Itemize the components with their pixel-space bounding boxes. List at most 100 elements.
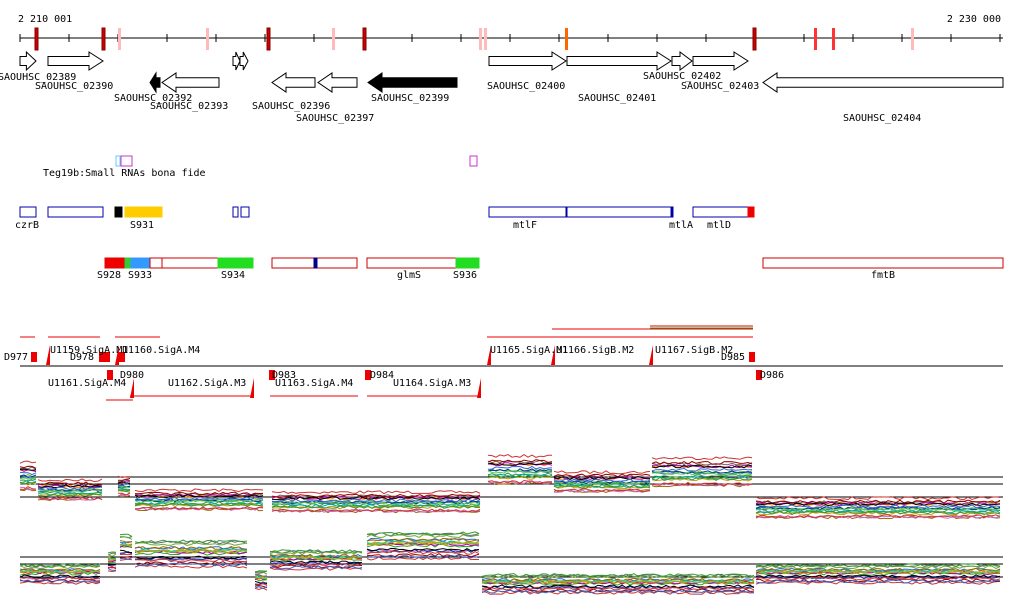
gene-arrow [161, 72, 220, 93]
gene-label: SAOUHSC_02392 [114, 93, 192, 104]
feature [114, 206, 123, 218]
gene-label: SAOUHSC_02389 [0, 72, 76, 83]
track-label: Teg19b:Small RNAs bona fide [43, 168, 206, 179]
promoter-marker [119, 352, 125, 362]
ruler-marker [362, 27, 367, 51]
feature [19, 206, 37, 218]
gene-arrow [47, 51, 104, 71]
promoter-marker [115, 345, 119, 365]
gene-label: SAOUHSC_02393 [150, 101, 228, 112]
promoter-marker [104, 352, 110, 362]
expression-trace [19, 465, 1001, 509]
promoter-label: D983 [272, 370, 296, 381]
promoter-label: U1160.SigA.M4 [122, 345, 200, 356]
expression-trace [19, 547, 1001, 589]
promoter-label: U1159.SigA.M1 [50, 345, 128, 356]
promoter-label: D980 [120, 370, 144, 381]
gene-label: SAOUHSC_02404 [843, 113, 921, 124]
promoter-label: D986 [760, 370, 784, 381]
feature [366, 257, 457, 269]
feature-label: S934 [221, 270, 245, 281]
feature-label: S933 [128, 270, 152, 281]
feature [124, 206, 163, 218]
gene-arrow [692, 51, 749, 71]
gene-label: SAOUHSC_02402 [643, 71, 721, 82]
feature [692, 206, 749, 218]
promoter-label: U1165.SigA.M1 [490, 345, 568, 356]
promoter-marker [130, 378, 134, 398]
ruler-marker [479, 28, 482, 50]
promoter-label: D984 [370, 370, 394, 381]
promoter-marker [649, 345, 653, 365]
feature [47, 206, 104, 218]
ruler-marker [266, 27, 271, 51]
promoter-marker [31, 352, 37, 362]
gene-arrow [271, 72, 316, 93]
promoter-label: D977 [4, 352, 28, 363]
expression-trace [19, 554, 1000, 594]
promoter-marker [250, 378, 254, 398]
promoter-marker [365, 370, 371, 380]
feature-label: glmS [397, 270, 421, 281]
feature-label: mtlF [513, 220, 537, 231]
gene-label: SAOUHSC_02400 [487, 81, 565, 92]
ruler-marker [332, 28, 335, 50]
ruler-marker [101, 27, 106, 51]
gene-label: SAOUHSC_02397 [296, 113, 374, 124]
feature [240, 206, 250, 218]
promoter-label: U1167.SigB.M2 [655, 345, 733, 356]
feature [455, 257, 480, 269]
promoter-label: U1164.SigA.M3 [393, 378, 471, 389]
feature-label: fmtB [871, 270, 895, 281]
srna-marker [469, 155, 478, 167]
feature [104, 257, 126, 269]
promoter-marker [551, 345, 555, 365]
srna-marker [115, 155, 121, 167]
promoter-marker [756, 370, 762, 380]
feature [161, 257, 219, 269]
feature [670, 206, 674, 218]
feature [149, 257, 163, 269]
promoter-marker [107, 370, 113, 380]
gene-arrow [566, 51, 672, 71]
feature [488, 206, 567, 218]
expression-trace [20, 531, 1001, 578]
feature-label: czrB [15, 220, 39, 231]
feature [313, 257, 318, 269]
gene-arrow [671, 51, 693, 71]
expression-trace [19, 462, 1001, 507]
expression-trace [19, 459, 1001, 504]
feature [124, 257, 132, 269]
feature [762, 257, 1004, 269]
gene-arrow [317, 72, 358, 93]
ruler-marker [814, 28, 817, 50]
expression-trace [19, 479, 1001, 519]
gene-label: SAOUHSC_02401 [578, 93, 656, 104]
ruler-marker [34, 27, 39, 51]
promoter-label: D978 [70, 352, 94, 363]
srna-marker [120, 155, 133, 167]
gene-arrow [232, 51, 241, 71]
ruler-marker [911, 28, 914, 50]
promoter-label: U1161.SigA.M4 [48, 378, 126, 389]
feature-label: mtlA [669, 220, 693, 231]
ruler-marker [484, 28, 487, 50]
ruler-marker [752, 27, 757, 51]
promoter-marker [749, 352, 755, 362]
expression-trace [19, 453, 1001, 501]
feature-label: S928 [97, 270, 121, 281]
promoter-label: U1162.SigA.M3 [168, 378, 246, 389]
gene-arrow [239, 51, 249, 71]
ruler-marker [565, 28, 568, 50]
feature-label: S936 [453, 270, 477, 281]
feature [747, 206, 755, 218]
feature-label: mtlD [707, 220, 731, 231]
axis-start: 2 210 001 [18, 14, 72, 25]
promoter-marker [269, 370, 275, 380]
feature [566, 206, 672, 218]
ruler-marker [206, 28, 209, 50]
promoter-label: U1166.SigB.M2 [556, 345, 634, 356]
promoter-marker [487, 345, 491, 365]
